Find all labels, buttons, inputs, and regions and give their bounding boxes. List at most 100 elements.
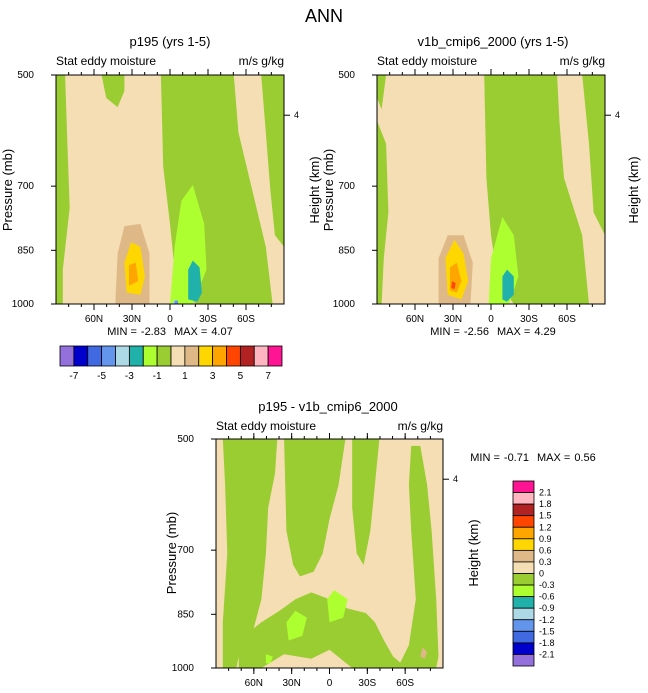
colorbar-swatch xyxy=(226,345,241,367)
y-tick-label: 500 xyxy=(177,434,194,445)
colorbar-label: -7 xyxy=(69,371,78,382)
max-value: 0.56 xyxy=(574,452,595,464)
contour-fill xyxy=(261,75,284,247)
variable-label: Stat eddy moisture xyxy=(216,419,316,433)
y-tick-label: 1000 xyxy=(172,663,195,674)
x-tick-label: 60N xyxy=(85,314,103,325)
colorbar-swatch xyxy=(512,526,535,540)
y-tick-label: 700 xyxy=(177,545,194,556)
colorbar-swatch xyxy=(239,345,255,367)
y-tick-label: 700 xyxy=(17,181,34,192)
contour-fill xyxy=(582,75,605,236)
x-tick-label: 30S xyxy=(199,314,217,325)
colorbar-swatch xyxy=(512,492,535,505)
colorbar-swatch xyxy=(128,345,144,367)
contour-fill xyxy=(397,445,439,668)
colorbar-swatch xyxy=(59,345,75,367)
colorbar-label: 1.8 xyxy=(539,499,552,509)
x-tick-label: 60N xyxy=(406,314,424,325)
colorbar-label: 0 xyxy=(539,569,544,579)
y-tick-label: 1000 xyxy=(333,299,356,310)
units-label: m/s g/kg xyxy=(239,54,284,68)
panel-difference: p195 - v1b_cmip6_2000 Stat eddy moisture… xyxy=(164,399,596,689)
colorbar-swatch xyxy=(512,654,535,667)
colorbar-top: -7 -5 -3 -1 1 3 5 7 xyxy=(59,345,283,382)
contour-fill xyxy=(377,120,389,304)
x-tick-label: 30N xyxy=(123,314,141,325)
colorbar-swatch xyxy=(512,561,535,574)
right-tick-label: 4 xyxy=(453,474,458,484)
contour-fill xyxy=(265,654,273,664)
right-tick-label: 4 xyxy=(615,110,620,120)
colorbar-label: 0.3 xyxy=(539,557,552,567)
colorbar-swatch xyxy=(115,345,130,367)
colorbar-label: 0.9 xyxy=(539,534,552,544)
y-tick-label: 1000 xyxy=(12,299,35,310)
x-tick-label: 60S xyxy=(558,314,576,325)
colorbar-swatch xyxy=(156,345,172,367)
contour-fill xyxy=(451,281,456,290)
colorbar-swatch xyxy=(512,549,535,563)
x-tick-label: 30S xyxy=(520,314,538,325)
colorbar-swatch xyxy=(87,345,103,367)
colorbar-label: -1.5 xyxy=(539,626,555,636)
x-tick-label: 0 xyxy=(327,678,333,689)
right-axis-label: Height (km) xyxy=(307,156,322,223)
colorbar-bottom: 2.11.81.51.20.90.60.30-0.3-0.6-0.9-1.2-1… xyxy=(512,480,555,667)
contour-fill xyxy=(352,439,380,565)
colorbar-swatch xyxy=(512,538,535,551)
panel-v1b: v1b_cmip6_2000 (yrs 1-5) Stat eddy moist… xyxy=(321,34,641,338)
colorbar-swatch xyxy=(198,345,214,367)
x-tick-label: 30N xyxy=(282,678,300,689)
min-value: -2.83 xyxy=(141,326,166,338)
colorbar-swatch xyxy=(512,619,535,632)
panel-title: p195 (yrs 1-5) xyxy=(130,34,211,49)
colorbar-label: -1.2 xyxy=(539,615,555,625)
y-axis-label: Pressure (mb) xyxy=(321,149,336,231)
max-label: MAX = xyxy=(537,452,570,464)
colorbar-swatch xyxy=(170,345,186,367)
contour-fill xyxy=(174,300,178,304)
y-tick-label: 700 xyxy=(338,181,355,192)
colorbar-label: -5 xyxy=(97,371,106,382)
contour-fill xyxy=(377,75,387,110)
colorbar-swatch xyxy=(512,596,535,609)
colorbar-label: 7 xyxy=(265,371,271,382)
units-label: m/s g/kg xyxy=(560,54,605,68)
colorbar-label: -1 xyxy=(153,371,162,382)
colorbar-label: 1.2 xyxy=(539,522,552,532)
contour-fill xyxy=(502,269,514,302)
y-axis-label: Pressure (mb) xyxy=(0,149,15,231)
panel-title: p195 - v1b_cmip6_2000 xyxy=(258,399,398,414)
x-tick-label: 60N xyxy=(245,678,263,689)
colorbar-swatch xyxy=(512,607,535,621)
colorbar-label: 1 xyxy=(182,371,188,382)
contour-fill xyxy=(56,75,70,304)
max-value: 4.29 xyxy=(534,326,555,338)
colorbar-swatch xyxy=(73,345,89,367)
colorbar-label: -0.6 xyxy=(539,592,555,602)
colorbar-swatch xyxy=(512,480,535,493)
colorbar-label: -3 xyxy=(125,371,134,382)
units-label: m/s g/kg xyxy=(398,419,443,433)
contour-fill xyxy=(327,590,348,623)
max-label: MAX = xyxy=(174,326,207,338)
x-tick-label: 0 xyxy=(488,314,494,325)
colorbar-swatch xyxy=(101,345,116,367)
colorbar-swatch xyxy=(212,345,227,367)
contour-fill xyxy=(101,75,125,108)
min-value: -2.56 xyxy=(464,326,489,338)
colorbar-label: 5 xyxy=(238,371,244,382)
x-tick-label: 30N xyxy=(444,314,462,325)
x-tick-label: 30S xyxy=(358,678,376,689)
panel-title: v1b_cmip6_2000 (yrs 1-5) xyxy=(417,34,568,49)
colorbar-label: -0.9 xyxy=(539,603,555,613)
colorbar-label: 3 xyxy=(210,371,216,382)
colorbar-label: -1.8 xyxy=(539,638,555,648)
min-max-text: MIN = -0.71 MAX = 0.56 xyxy=(470,452,595,464)
min-label: MIN = xyxy=(470,452,500,464)
contour-fill xyxy=(420,647,428,659)
min-value: -0.71 xyxy=(504,452,529,464)
colorbar-label: -2.1 xyxy=(539,649,555,659)
